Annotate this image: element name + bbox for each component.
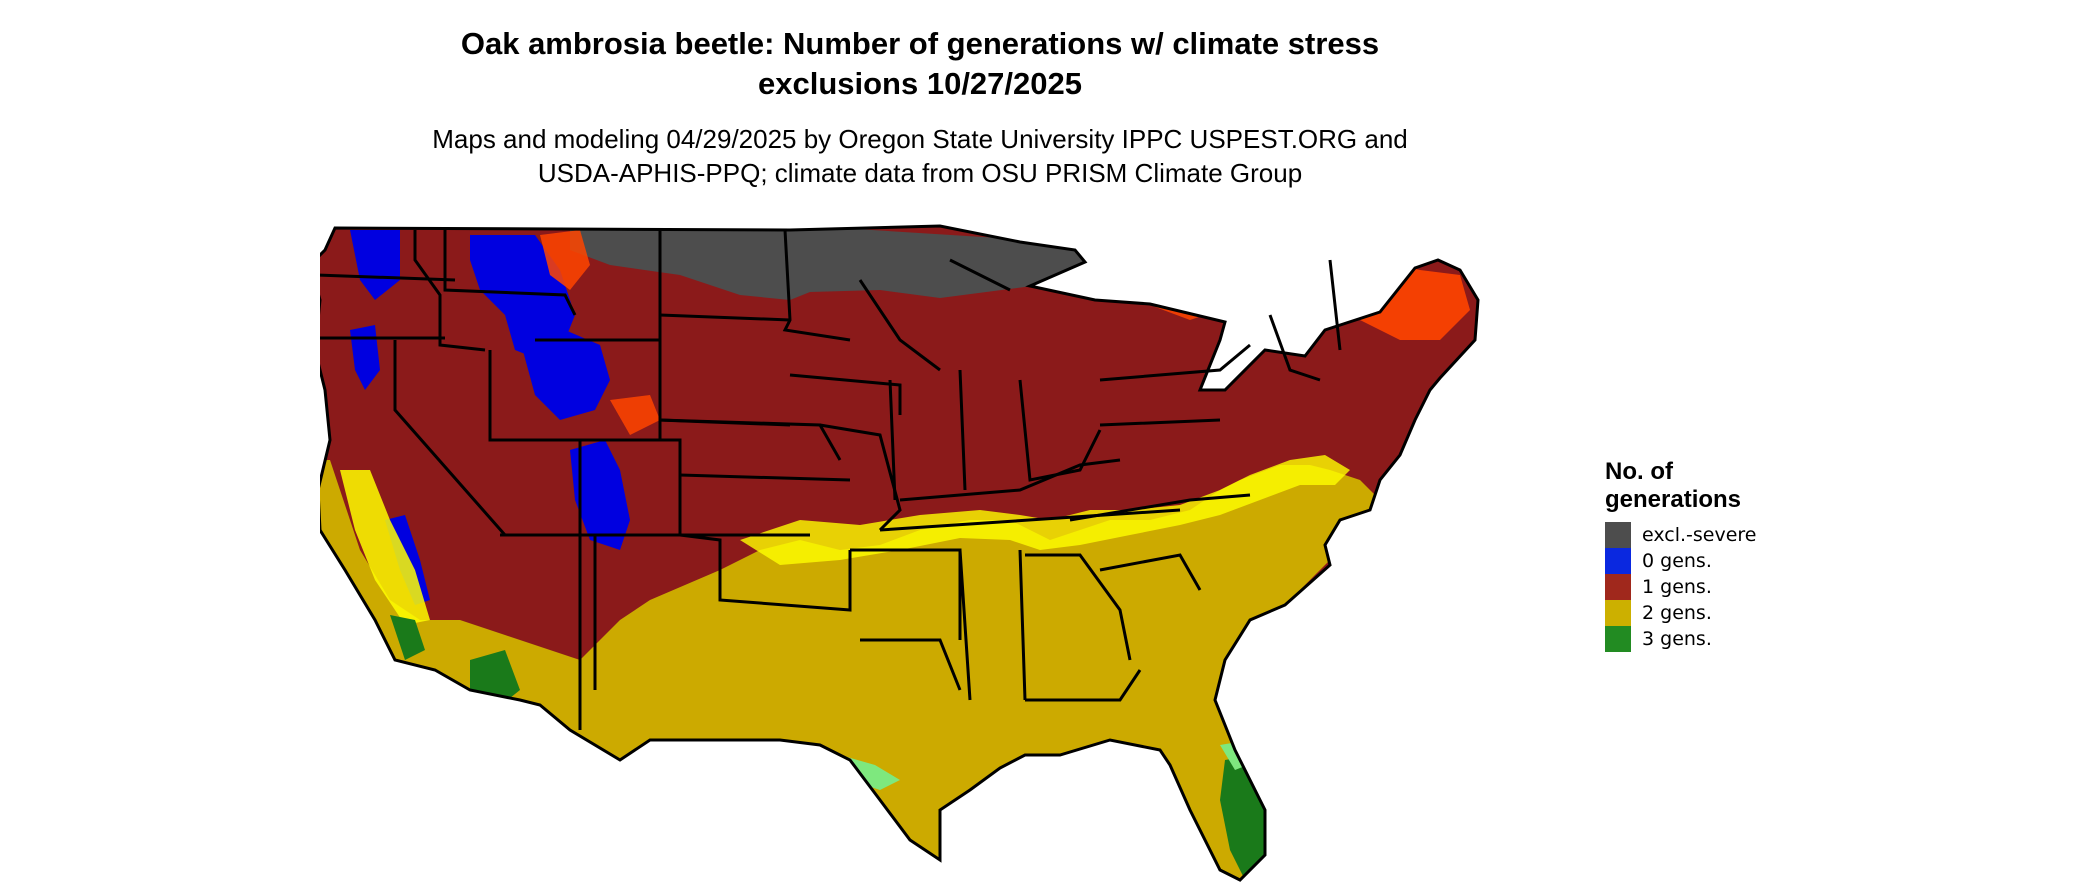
zone-one-orange-rockies — [540, 230, 590, 290]
border-oh — [1018, 379, 1102, 482]
legend-item: 1 gens. — [1605, 574, 1825, 600]
zone-two-bright-band — [740, 455, 1350, 565]
border-la — [860, 638, 962, 691]
zone-three-ca — [390, 615, 425, 660]
legend-swatch — [1605, 574, 1631, 600]
border-mt-wy — [443, 230, 577, 316]
us-map-svg — [320, 224, 1480, 882]
legend-item: 3 gens. — [1605, 626, 1825, 652]
border-nv — [393, 340, 507, 536]
border-va-nc — [1069, 493, 1251, 522]
border-co — [580, 438, 682, 535]
subtitle-line-2: USDA-APHIS-PPQ; climate data from OSU PR… — [537, 158, 1303, 188]
us-map — [320, 220, 1580, 890]
border-ok-tx — [679, 533, 852, 612]
border-wi-mi — [858, 258, 1011, 372]
border-ga — [1025, 553, 1132, 661]
subtitle-line-1: Maps and modeling 04/29/2025 by Oregon S… — [432, 124, 1408, 154]
legend-label: 1 gens. — [1642, 576, 1712, 598]
legend-label: 2 gens. — [1642, 602, 1712, 624]
border-sc — [1099, 553, 1202, 591]
border-nm-tx — [578, 535, 597, 730]
border-new-england — [1268, 259, 1342, 382]
border-pa-ny — [1099, 343, 1251, 427]
map-subtitle: Maps and modeling 04/29/2025 by Oregon S… — [300, 122, 1540, 190]
legend: No. of generations excl.-severe 0 gens. 1 … — [1605, 458, 1825, 652]
border-ks-ok — [679, 473, 851, 482]
state-borders — [320, 224, 1480, 882]
border-mo — [819, 423, 902, 532]
legend-item: excl.-severe — [1605, 522, 1825, 548]
zone-one-orange-wy — [610, 395, 660, 435]
border-id — [413, 230, 486, 352]
border-fl — [1025, 669, 1142, 702]
zone-zero-nw — [350, 230, 400, 300]
border-tn — [879, 508, 1181, 532]
legend-swatch — [1605, 522, 1631, 548]
legend-items: excl.-severe 0 gens. 1 gens. 2 gens. 3 gens. — [1605, 522, 1825, 652]
legend-title: No. of generations — [1605, 458, 1742, 513]
title-line-1: Oak ambrosia beetle: Number of generatio… — [460, 26, 1380, 61]
legend-label: excl.-severe — [1642, 524, 1757, 546]
legend-swatch — [1605, 548, 1631, 574]
border-nd-sd — [659, 313, 791, 322]
border-wa-or — [320, 273, 456, 282]
border-ia — [789, 373, 902, 415]
legend-item: 2 gens. — [1605, 600, 1825, 626]
zone-excluded-north — [570, 228, 1090, 300]
legend-label: 0 gens. — [1642, 550, 1712, 572]
zone-zero-wyoming — [520, 330, 610, 420]
border-il-in — [888, 369, 967, 501]
zone-two-bright-ca — [340, 470, 430, 625]
legend-label: 3 gens. — [1642, 628, 1712, 650]
legend-item: 0 gens. — [1605, 548, 1825, 574]
title-line-2: exclusions 10/27/2025 — [757, 66, 1082, 101]
zone-zero-cascades — [350, 325, 380, 390]
legend-swatch — [1605, 626, 1631, 652]
border-mn — [782, 229, 851, 342]
zone-zero-colorado — [570, 440, 630, 550]
border-ut — [488, 350, 582, 535]
border-ms-al — [958, 549, 1027, 701]
legend-swatch — [1605, 600, 1631, 626]
map-title: Oak ambrosia beetle: Number of generatio… — [300, 24, 1540, 104]
